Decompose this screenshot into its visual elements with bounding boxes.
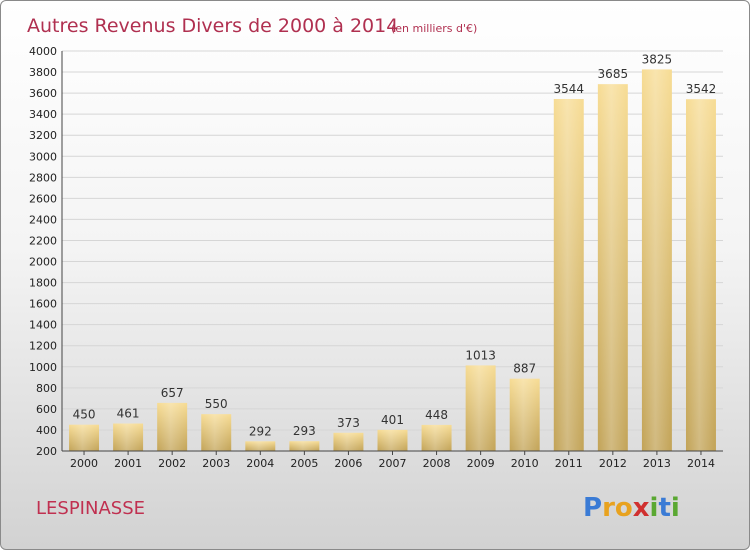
chart-title: Autres Revenus Divers de 2000 à 2014 [27,15,398,37]
x-tick-label: 2002 [158,457,186,470]
bar-highlight [421,424,452,451]
x-tick-label: 2001 [114,457,142,470]
bar-highlight [641,69,672,451]
x-tick-label: 2000 [70,457,98,470]
logo-letter: r [602,493,615,523]
y-tick-label: 1200 [29,340,57,353]
bar-value-label: 3825 [642,52,673,66]
logo-letter: x [633,493,650,523]
bars-layer: 450 461 657 550 292 293 373 401 448 1013 887 3544 36… [69,52,717,452]
x-tick-label: 2011 [555,457,583,470]
bar-highlight [685,99,716,452]
y-tick-label: 1800 [29,277,57,290]
x-tick-label: 2009 [467,457,495,470]
bar-value-label: 3544 [553,82,584,96]
y-tick-label: 1000 [29,361,57,374]
bar-value-label: 550 [205,397,228,411]
x-tick-label: 2008 [423,457,451,470]
y-tick-label: 2400 [29,213,57,226]
bar-value-label: 448 [425,408,448,422]
location-label: LESPINASSE [36,498,145,519]
bar-value-label: 3542 [686,82,717,96]
bar-highlight [113,423,144,451]
y-tick-label: 2800 [29,171,57,184]
bar-highlight [553,99,584,451]
x-tick-label: 2006 [334,457,362,470]
logo-letter: t [658,493,670,523]
y-tick-label: 2200 [29,234,57,247]
x-tick-label: 2004 [246,457,274,470]
bar-value-label: 887 [513,362,536,376]
logo-letter: i [650,493,659,523]
bar-value-label: 461 [117,407,140,421]
x-tick-label: 2012 [599,457,627,470]
y-tick-label: 400 [36,424,57,437]
bar-highlight [157,402,188,451]
logo-letter: o [615,493,633,523]
bar-highlight [597,84,628,451]
x-tick-label: 2003 [202,457,230,470]
y-tick-label: 1400 [29,319,57,332]
y-tick-label: 2000 [29,256,57,269]
bar-highlight [465,365,496,451]
logo-letter: P [583,493,602,523]
bar-value-label: 450 [73,408,96,422]
bar-highlight [333,432,364,451]
y-tick-label: 3400 [29,108,57,121]
bar-value-label: 657 [161,386,184,400]
y-tick-label: 3000 [29,150,57,163]
x-tick-label: 2014 [687,457,715,470]
axis-layer: 200 400 600 800 1000 1200 1400 1600 1800 2000 2200… [29,45,723,470]
chart-subtitle: (en milliers d'€) [391,22,477,35]
bar-value-label: 1013 [465,348,496,362]
y-tick-label: 600 [36,403,57,416]
x-tick-label: 2013 [643,457,671,470]
x-tick-label: 2010 [511,457,539,470]
bar-highlight [377,429,408,451]
y-tick-label: 3200 [29,129,57,142]
proxiti-logo: Proxiti [583,493,680,523]
bar-highlight [201,414,232,451]
bar-value-label: 3685 [598,67,629,81]
y-tick-label: 800 [36,382,57,395]
x-tick-label: 2007 [379,457,407,470]
y-tick-label: 4000 [29,45,57,58]
bar-highlight [289,441,320,451]
y-tick-label: 200 [36,445,57,458]
y-tick-label: 3600 [29,87,57,100]
y-tick-label: 3800 [29,66,57,79]
y-tick-label: 2600 [29,192,57,205]
bar-highlight [245,441,276,451]
bar-value-label: 401 [381,413,404,427]
y-tick-label: 1600 [29,298,57,311]
bar-highlight [69,424,100,451]
bar-highlight [509,378,540,451]
bar-value-label: 293 [293,424,316,438]
bar-value-label: 292 [249,424,272,438]
logo-letter: i [671,493,680,523]
bar-value-label: 373 [337,416,360,430]
x-tick-label: 2005 [290,457,318,470]
